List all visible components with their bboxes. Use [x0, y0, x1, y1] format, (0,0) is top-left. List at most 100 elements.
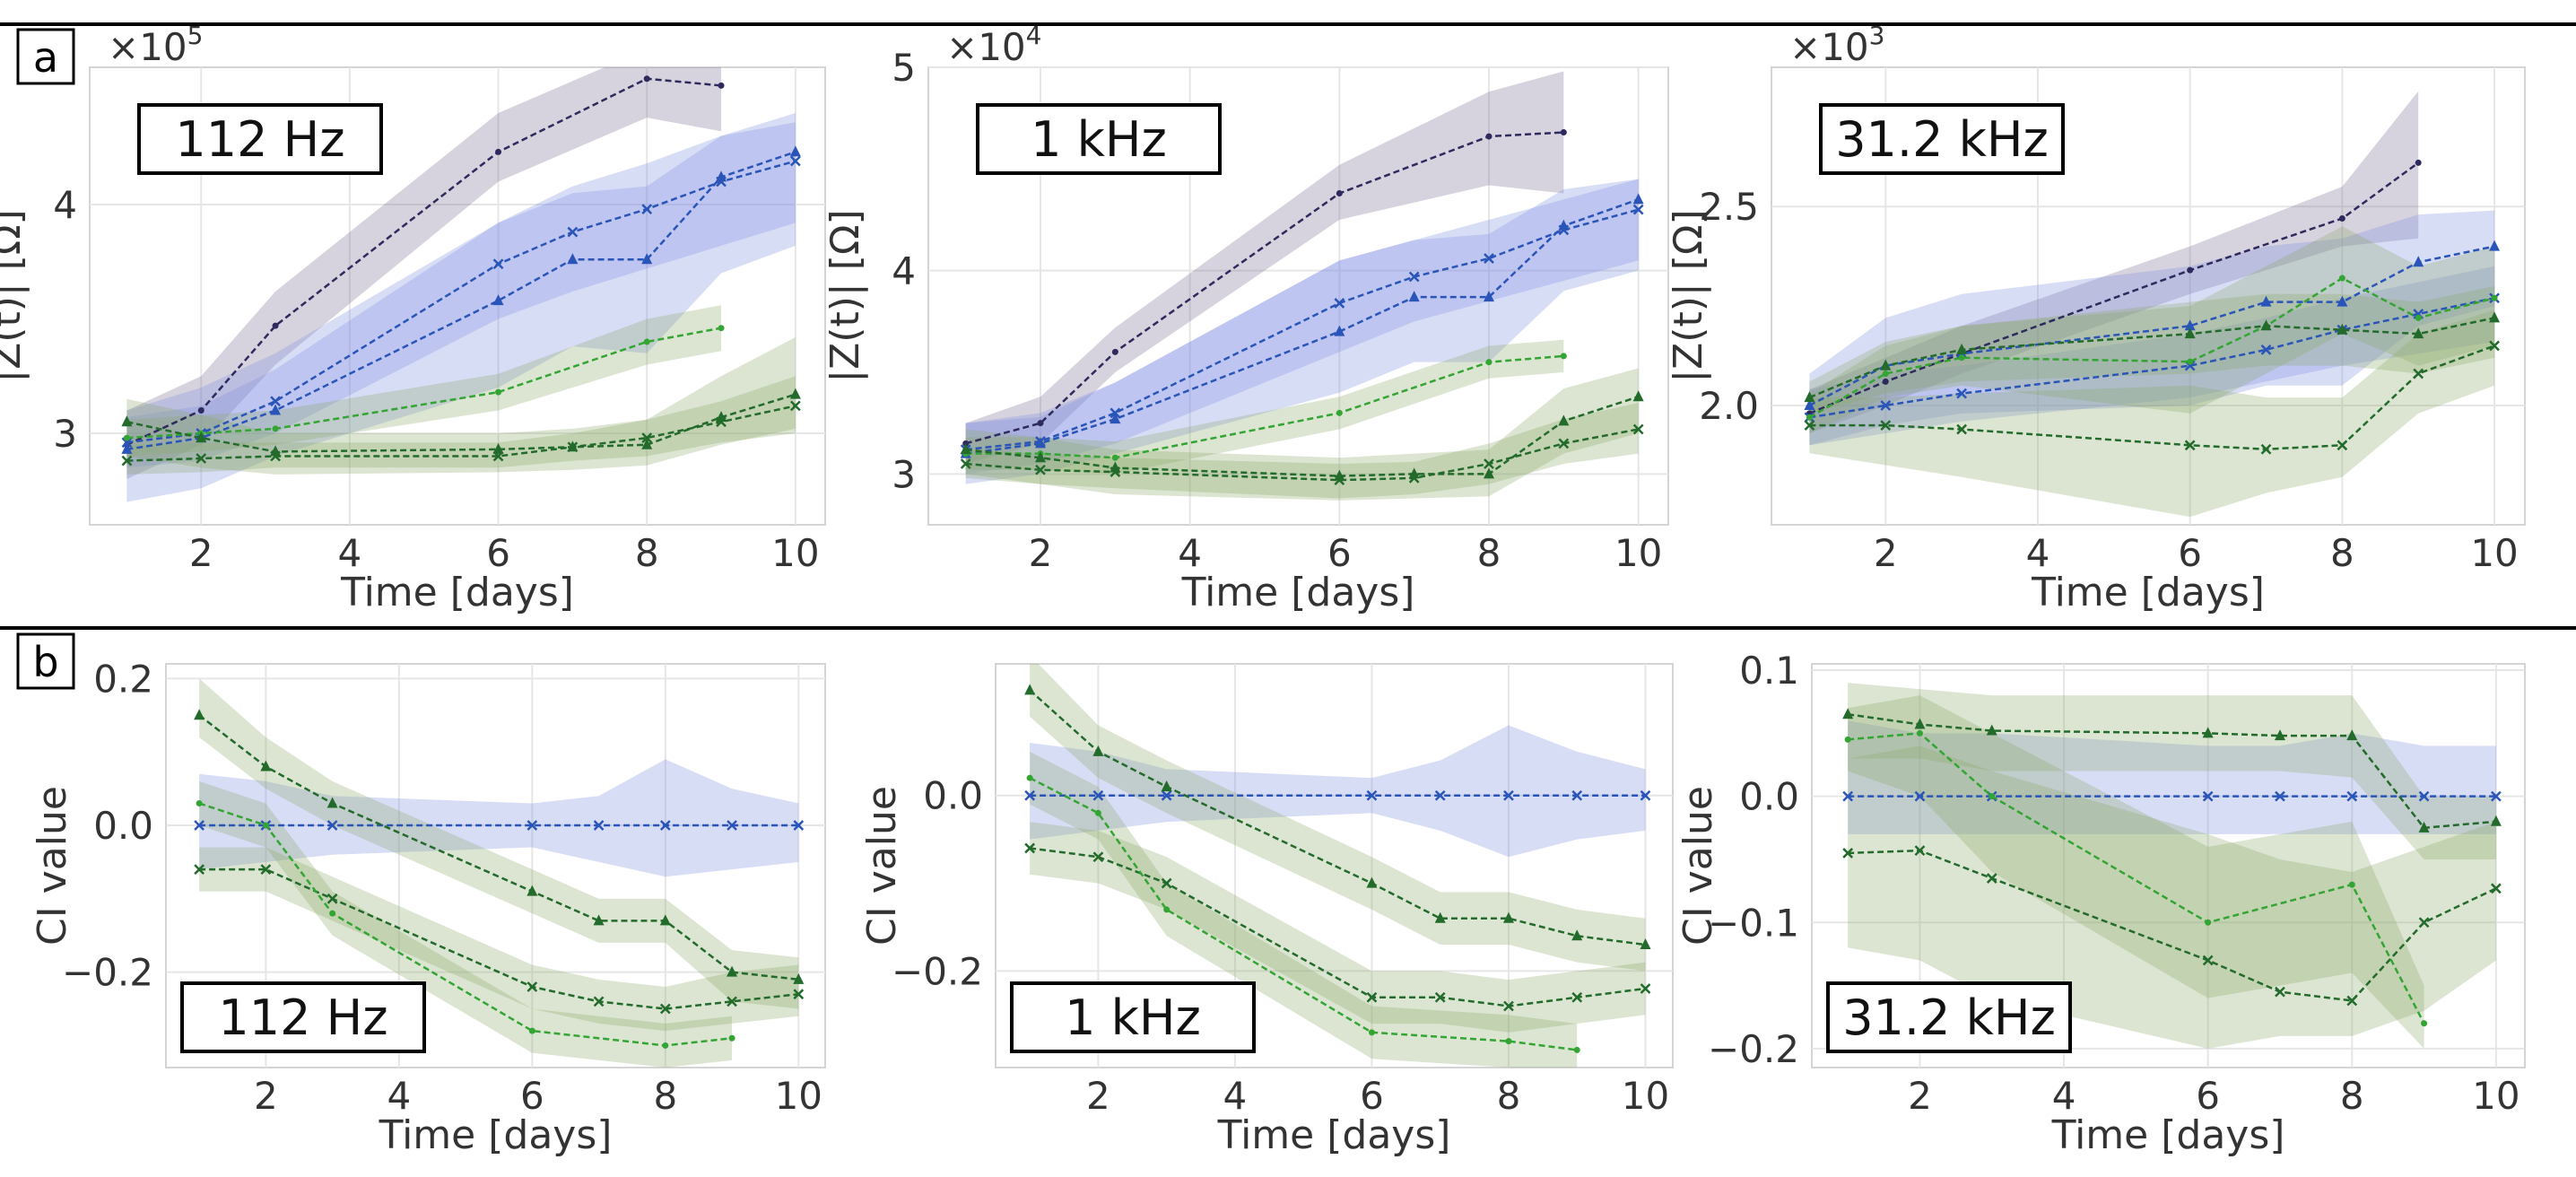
data-point	[2275, 986, 2285, 998]
data-point	[2491, 294, 2498, 301]
data-point	[1026, 774, 1033, 781]
freq-label: 112 Hz	[175, 111, 344, 168]
data-point	[1632, 204, 1644, 215]
data-point	[1092, 745, 1104, 756]
data-point	[2418, 790, 2430, 802]
freq-label-box	[1010, 981, 1256, 1053]
data-point	[1485, 359, 1493, 366]
data-point	[1366, 876, 1378, 888]
freq-label-box	[1819, 103, 2065, 175]
data-point	[1632, 193, 1644, 205]
x-tick-label: 8	[635, 531, 659, 575]
data-point	[2490, 883, 2502, 894]
freq-label: 31.2 kHz	[1842, 990, 2056, 1046]
data-point	[2421, 1020, 2428, 1027]
series-line-lime	[1848, 732, 2425, 1024]
data-point	[326, 797, 338, 808]
data-point	[641, 204, 653, 214]
x-axis-label: Time [days]	[1217, 1112, 1451, 1158]
freq-label: 31.2 kHz	[1835, 111, 2049, 168]
x-tick-label: 10	[1622, 1074, 1669, 1118]
data-point	[789, 145, 801, 157]
series-line-lime	[965, 354, 1564, 459]
data-point	[262, 822, 269, 829]
data-point	[2275, 790, 2285, 802]
plot-area	[121, 67, 801, 502]
data-point	[2348, 881, 2355, 888]
x-tick-label: 10	[1614, 531, 1662, 575]
data-point	[593, 820, 605, 831]
data-point	[1434, 911, 1446, 923]
data-point	[1989, 793, 1996, 800]
data-point	[1558, 438, 1570, 449]
y-tick-label: 2.0	[1699, 384, 1759, 428]
data-point	[2260, 295, 2272, 307]
ci-band-green-x	[1030, 822, 1646, 1033]
data-point	[1560, 353, 1567, 360]
data-point	[2187, 358, 2194, 365]
y-tick-label: 0.2	[93, 657, 153, 701]
data-point	[2202, 790, 2214, 802]
y-tick-label: 5	[892, 46, 916, 90]
data-point	[1640, 789, 1651, 801]
data-point	[1571, 991, 1583, 1003]
y-axis-label: CI value	[859, 786, 905, 946]
series-line-blue-tri	[965, 198, 1640, 455]
data-point	[960, 443, 971, 455]
series-line-purple	[1808, 161, 2419, 414]
data-point	[1035, 464, 1046, 475]
data-point	[1880, 400, 1892, 411]
x-tick-label: 4	[338, 531, 362, 575]
series-line-green-tri	[1029, 689, 1646, 946]
data-point	[643, 75, 650, 83]
data-point	[2337, 295, 2348, 307]
freq-label-box	[137, 103, 383, 175]
data-point	[1804, 420, 1815, 432]
data-point	[1882, 370, 1889, 377]
data-point	[1484, 291, 1494, 302]
ci-band-purple	[965, 71, 1564, 465]
data-point	[495, 388, 502, 396]
data-point	[1914, 718, 1926, 729]
x-tick-label: 8	[653, 1074, 677, 1118]
data-point	[1161, 877, 1172, 889]
y-axis-label: |Z(t)| [Ω]	[822, 209, 868, 382]
data-point	[593, 914, 605, 926]
x-tick-label: 2	[1908, 1074, 1932, 1118]
axis-exponent: ×105	[108, 21, 203, 69]
data-point	[1111, 454, 1118, 461]
x-tick-label: 2	[1029, 531, 1053, 575]
data-point	[789, 400, 801, 412]
data-point	[1914, 845, 1926, 857]
ci-band-green-x	[199, 847, 799, 1032]
data-point	[1916, 729, 1923, 737]
ci-band-lime	[1848, 695, 2424, 1049]
data-point	[2337, 440, 2348, 451]
data-point	[121, 455, 133, 466]
y-tick-label: −0.1	[1708, 901, 1799, 945]
data-point	[1368, 1029, 1375, 1036]
axis-exponent: ×104	[946, 21, 1041, 69]
series-line-lime	[1029, 777, 1578, 1051]
x-tick-label: 4	[2026, 531, 2050, 575]
data-point	[1880, 359, 1892, 371]
freq-label-box	[1826, 981, 2072, 1053]
ci-band-green-x	[1809, 310, 2495, 518]
data-point	[1094, 809, 1101, 816]
data-point	[716, 176, 727, 187]
data-point	[1110, 466, 1121, 477]
data-point	[1024, 684, 1036, 695]
data-point	[272, 322, 279, 329]
ci-band-blue-tri	[126, 113, 796, 502]
x-tick-label: 6	[2196, 1074, 2220, 1118]
data-point	[1485, 133, 1493, 140]
data-point	[2184, 319, 2196, 331]
data-point	[1024, 789, 1036, 801]
x-tick-label: 2	[1086, 1074, 1110, 1118]
data-point	[2418, 917, 2430, 929]
data-point	[641, 253, 653, 265]
series-line-green-tri	[1847, 713, 2496, 830]
x-tick-label: 8	[1497, 1074, 1521, 1118]
x-axis-label: Time [days]	[379, 1112, 613, 1158]
data-point	[1986, 724, 1997, 736]
